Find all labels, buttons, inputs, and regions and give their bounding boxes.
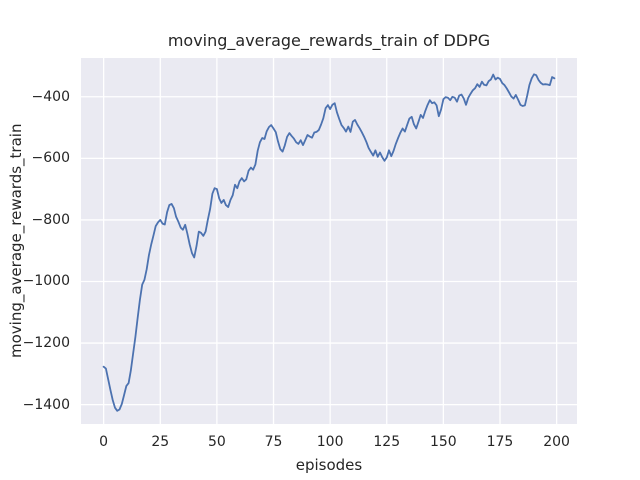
plot-background: [81, 58, 577, 424]
x-tick-label: 25: [151, 434, 170, 450]
y-tick-label: −1000: [22, 273, 70, 290]
y-tick-label: −800: [31, 211, 70, 228]
y-tick-label: −1200: [22, 335, 70, 352]
y-axis-label: moving_average_rewards_train: [7, 123, 25, 359]
x-tick-label: 75: [264, 434, 283, 450]
y-tick-label: −1400: [22, 396, 70, 413]
x-tick-label: 125: [373, 434, 401, 450]
y-tick-label: −600: [31, 150, 70, 167]
x-tick-label: 100: [316, 434, 344, 450]
x-tick-label: 200: [543, 434, 570, 450]
x-tick-label: 150: [429, 434, 457, 450]
x-tick-label: 50: [207, 434, 226, 450]
x-tick-label: 175: [486, 434, 514, 450]
chart-title: moving_average_rewards_train of DDPG: [167, 31, 491, 50]
x-axis-label: episodes: [295, 456, 363, 474]
series-line-moving_average_rewards_train: [102, 73, 556, 412]
x-tick-label: 0: [99, 434, 109, 450]
y-tick-label: −400: [31, 88, 70, 105]
